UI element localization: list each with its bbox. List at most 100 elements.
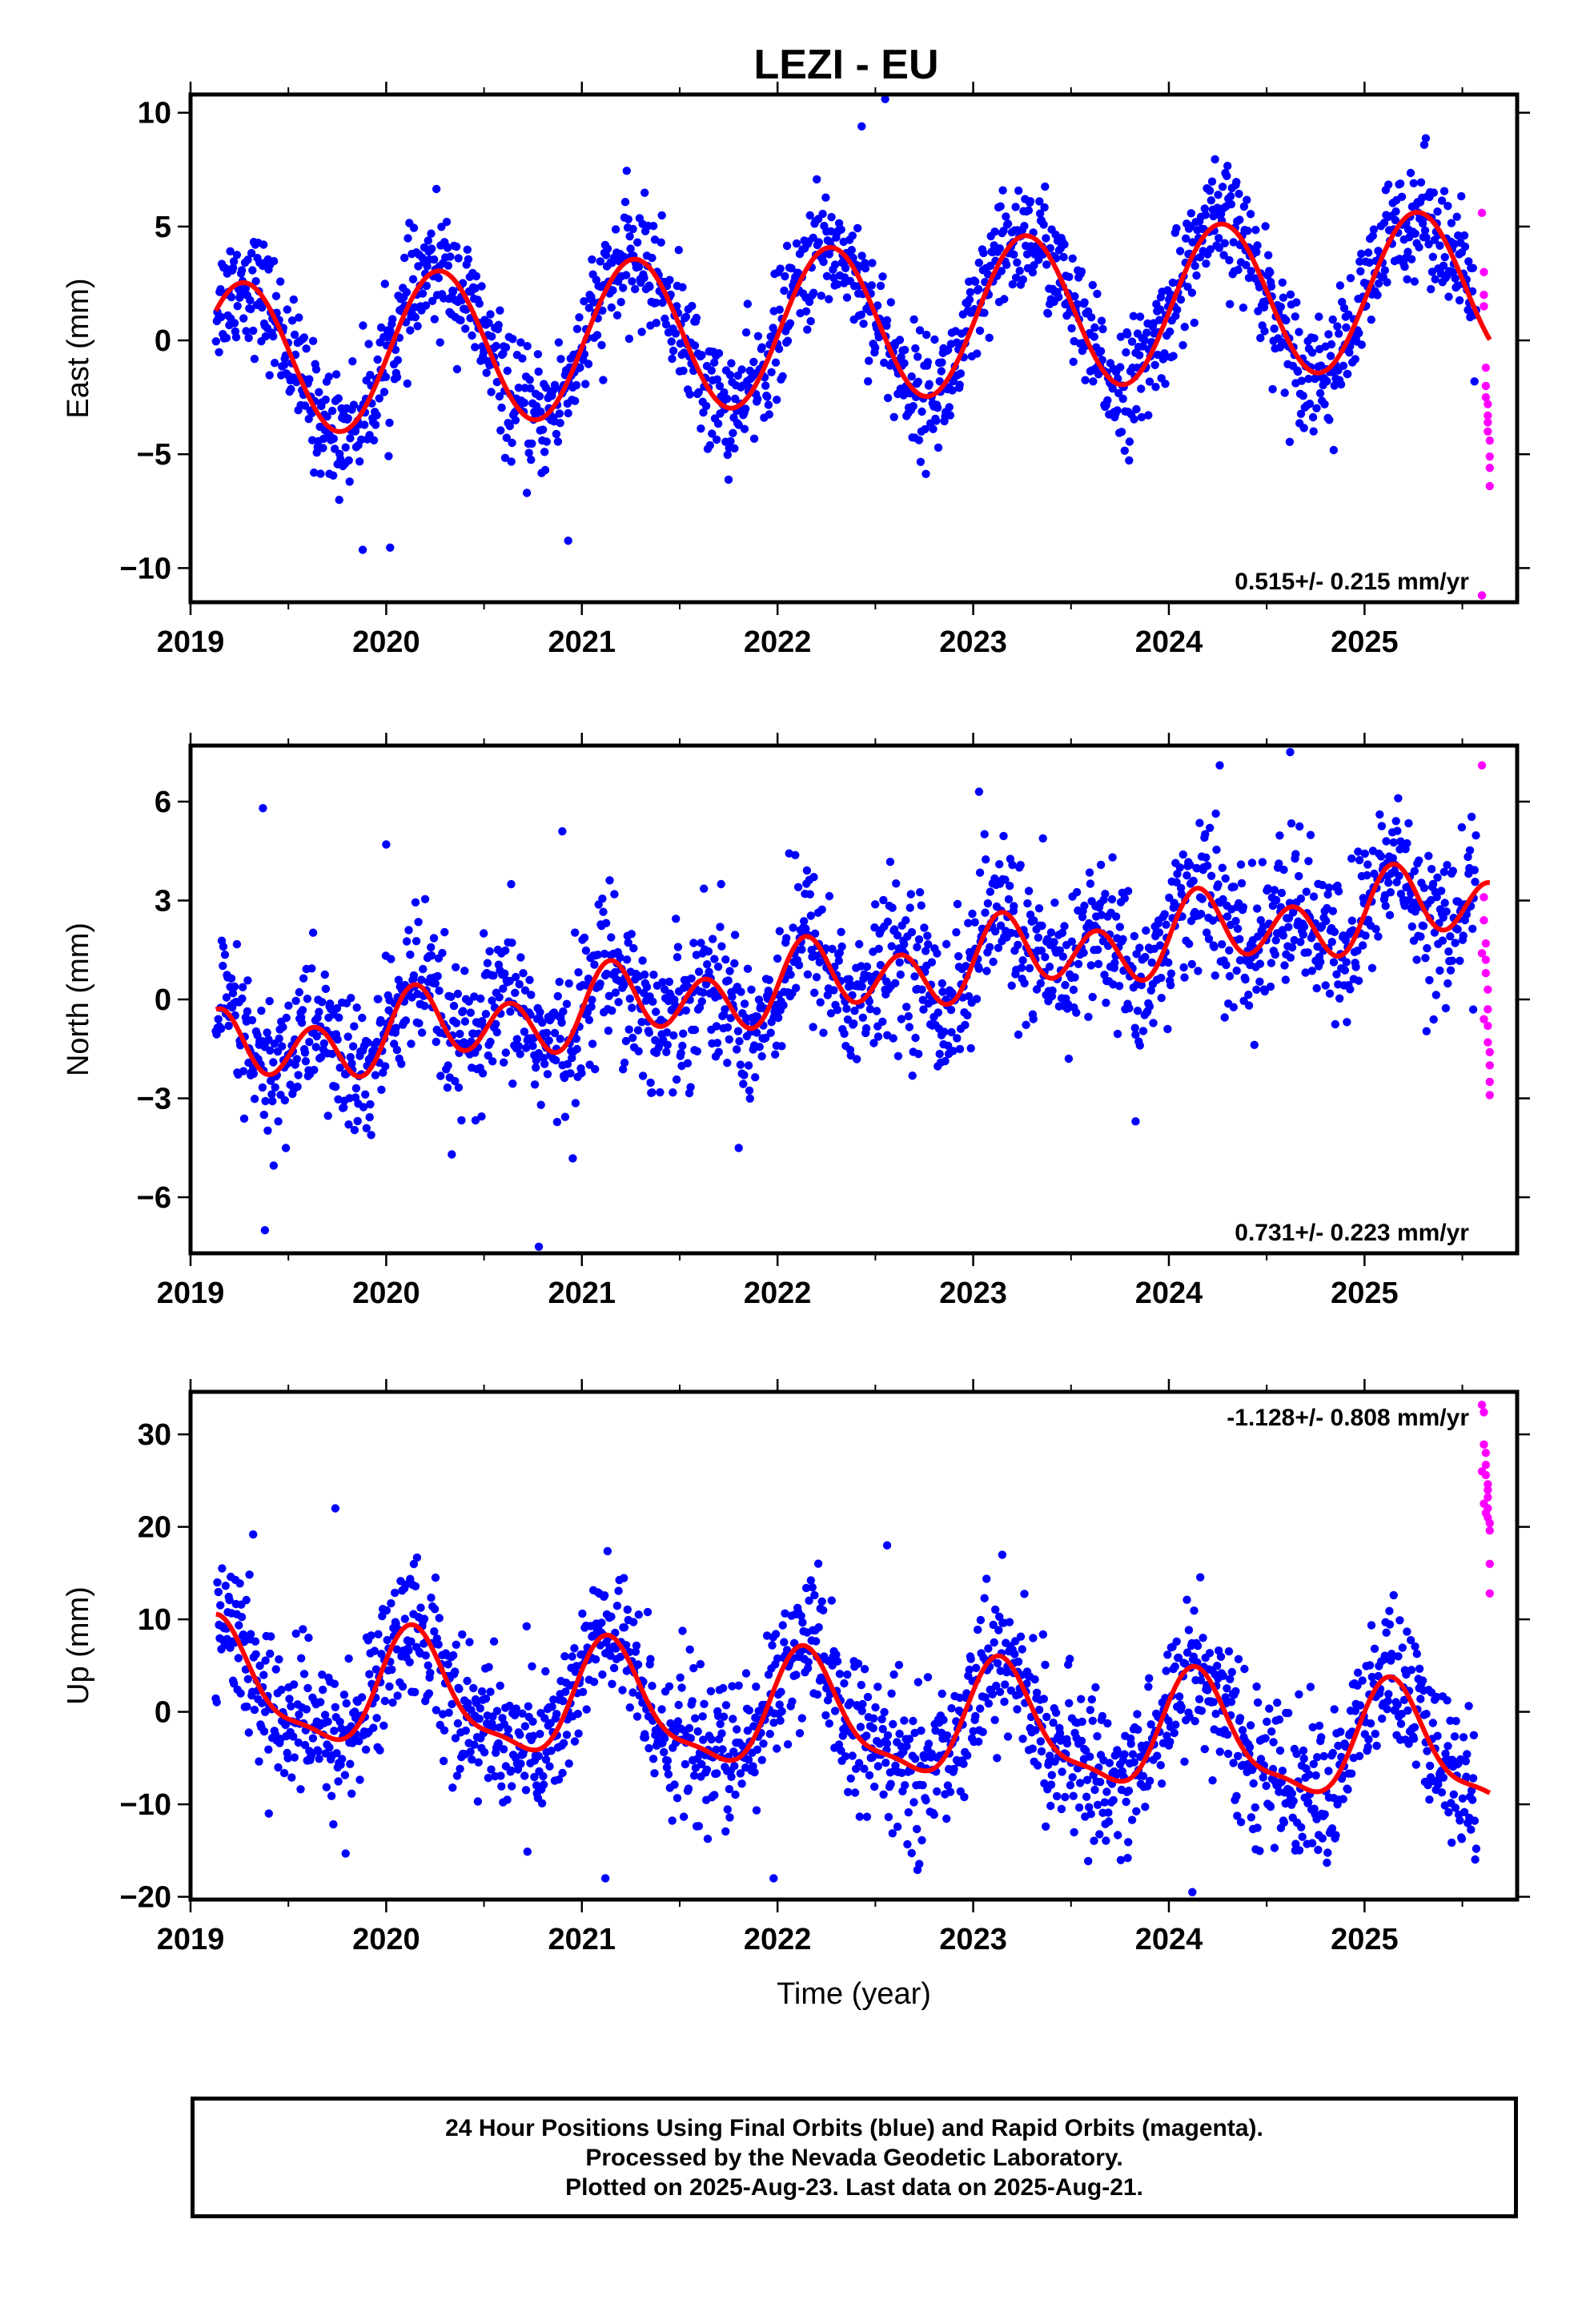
final-point	[1418, 219, 1427, 228]
final-point	[299, 974, 308, 983]
final-point	[628, 224, 637, 234]
final-point	[1253, 904, 1262, 913]
final-point	[321, 395, 330, 404]
final-point	[1177, 890, 1186, 899]
final-point	[316, 469, 325, 478]
final-point	[521, 1786, 531, 1795]
final-point	[709, 935, 717, 943]
final-point	[1252, 247, 1261, 256]
final-point	[1066, 1781, 1075, 1790]
final-point	[876, 960, 885, 970]
final-point	[976, 1704, 985, 1713]
final-point	[775, 927, 784, 935]
final-point	[953, 899, 962, 909]
final-point	[1196, 1675, 1206, 1685]
final-point	[786, 970, 795, 979]
final-point	[723, 450, 732, 460]
final-point	[458, 1630, 467, 1639]
final-point	[330, 1679, 339, 1688]
final-point	[1297, 376, 1307, 385]
final-point	[612, 311, 622, 320]
final-point	[1011, 273, 1021, 282]
final-point	[980, 830, 989, 838]
final-point	[1464, 852, 1472, 862]
final-point	[624, 334, 634, 344]
final-point	[438, 948, 447, 958]
final-point	[1239, 903, 1248, 912]
final-point	[1332, 970, 1341, 979]
final-point	[1307, 967, 1317, 975]
final-point	[996, 202, 1005, 211]
final-point	[649, 971, 658, 979]
final-point	[1098, 1711, 1107, 1721]
final-point	[263, 1028, 271, 1037]
final-point	[233, 302, 242, 311]
final-point	[456, 316, 465, 325]
final-point	[938, 987, 947, 996]
final-point	[974, 964, 984, 973]
final-point	[913, 352, 922, 361]
final-point	[1170, 1662, 1179, 1671]
final-point	[1223, 162, 1232, 171]
final-point	[616, 953, 624, 962]
final-point	[1122, 348, 1130, 357]
final-point	[369, 436, 379, 444]
final-point	[1425, 975, 1434, 985]
final-point	[1180, 973, 1189, 982]
final-point	[527, 991, 536, 999]
final-point	[1163, 1024, 1172, 1034]
x-tick-label: 2025	[1331, 1277, 1399, 1310]
final-point	[1219, 895, 1227, 904]
final-point	[808, 1583, 817, 1592]
final-point	[367, 1631, 375, 1640]
final-point	[939, 1715, 948, 1724]
final-point	[376, 323, 386, 332]
final-point	[1339, 304, 1349, 312]
final-point	[735, 1037, 744, 1046]
final-point	[1371, 924, 1380, 934]
final-point	[562, 999, 572, 1008]
final-point	[287, 1702, 295, 1711]
final-point	[829, 986, 838, 995]
final-point	[801, 924, 810, 933]
final-point	[757, 343, 766, 352]
final-point	[1219, 1671, 1228, 1680]
final-point	[391, 1588, 400, 1598]
final-point	[976, 1615, 986, 1625]
final-point	[461, 305, 471, 314]
final-point	[555, 409, 564, 418]
final-point	[637, 1018, 646, 1027]
final-point	[269, 1161, 278, 1170]
final-point	[518, 354, 527, 363]
final-point	[1041, 182, 1050, 191]
final-point	[704, 947, 713, 956]
final-point	[1203, 861, 1212, 870]
final-point	[516, 338, 525, 347]
final-point	[1296, 938, 1305, 947]
final-point	[1222, 960, 1231, 970]
final-point	[874, 944, 883, 954]
final-point	[1008, 279, 1018, 289]
final-point	[1096, 347, 1106, 356]
final-point	[656, 1088, 665, 1097]
final-point	[520, 986, 530, 995]
final-point	[424, 236, 432, 245]
final-point	[287, 1773, 296, 1782]
final-point	[678, 1626, 687, 1635]
final-point	[1329, 958, 1339, 967]
final-point	[841, 1752, 850, 1761]
final-point	[343, 1032, 352, 1041]
final-point	[888, 903, 897, 912]
final-point	[1044, 1758, 1054, 1767]
final-point	[219, 961, 227, 971]
final-point	[1201, 211, 1211, 219]
final-point	[239, 983, 247, 991]
final-point	[725, 1813, 734, 1822]
final-point	[1113, 406, 1122, 415]
final-point	[528, 1041, 537, 1051]
final-point	[850, 1788, 860, 1797]
final-point	[1031, 1726, 1040, 1735]
final-point	[710, 358, 719, 367]
final-point	[719, 1712, 729, 1721]
final-point	[974, 258, 984, 267]
